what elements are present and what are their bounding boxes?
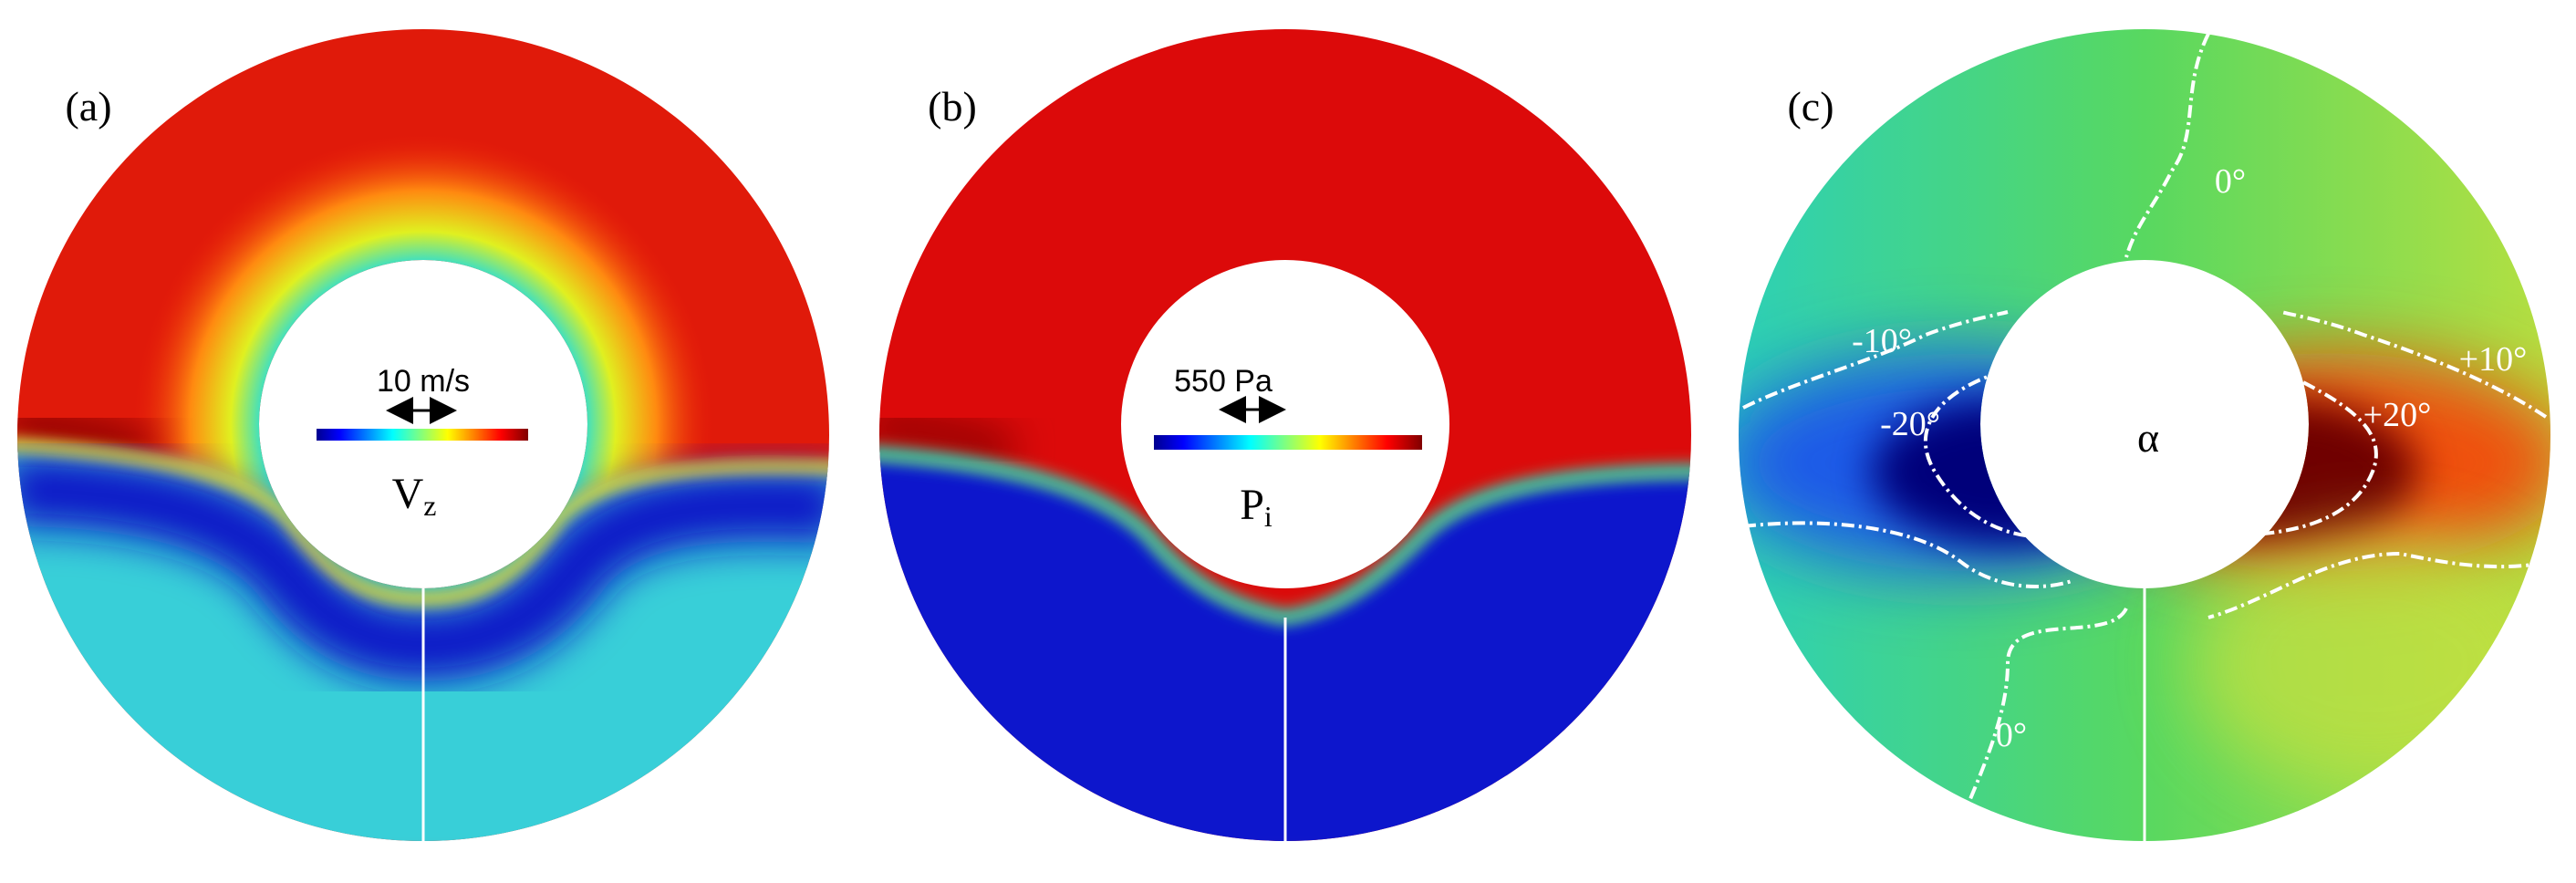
panel-c: α 0° -10° +10° -20° +20° 0°: [1739, 29, 2550, 841]
subscript: i: [1264, 500, 1272, 533]
contour-label: +10°: [2459, 340, 2528, 379]
contour-label: 0°: [2215, 162, 2246, 201]
contour-p10: [2207, 310, 2548, 619]
symbol: Pi: [1240, 481, 1272, 533]
scale-label: 550 Pa: [1174, 364, 1272, 399]
contour-p20: [2226, 369, 2378, 537]
contour-label: -10°: [1852, 322, 1912, 360]
panel-a: 10 m/s Vz: [17, 29, 829, 841]
colorbar: [1154, 435, 1422, 450]
panel-b: 550 Pa Pi: [879, 29, 1691, 841]
contour-label: -20°: [1880, 405, 1940, 443]
panel-label: (c): [1787, 83, 1833, 130]
contour-0: [2124, 33, 2210, 258]
contour-label: +20°: [2363, 396, 2432, 434]
yellow: [2190, 535, 2550, 791]
contour-m10: [1742, 310, 2072, 588]
contour-0b: [1960, 607, 2128, 819]
panel-label: (b): [928, 83, 977, 130]
symbol-main: P: [1240, 481, 1264, 529]
subscript: z: [423, 489, 436, 522]
symbol-main: V: [392, 470, 424, 518]
dark: [879, 408, 1018, 471]
symbol: α: [2137, 414, 2159, 461]
dark: [17, 403, 157, 475]
contour-m20: [1923, 369, 2072, 539]
symbol: Vz: [392, 470, 437, 522]
contour-label: 0°: [1996, 716, 2027, 754]
scale-label: 10 m/s: [377, 364, 470, 399]
colorbar: [317, 429, 528, 441]
panel-label: (a): [65, 83, 111, 130]
